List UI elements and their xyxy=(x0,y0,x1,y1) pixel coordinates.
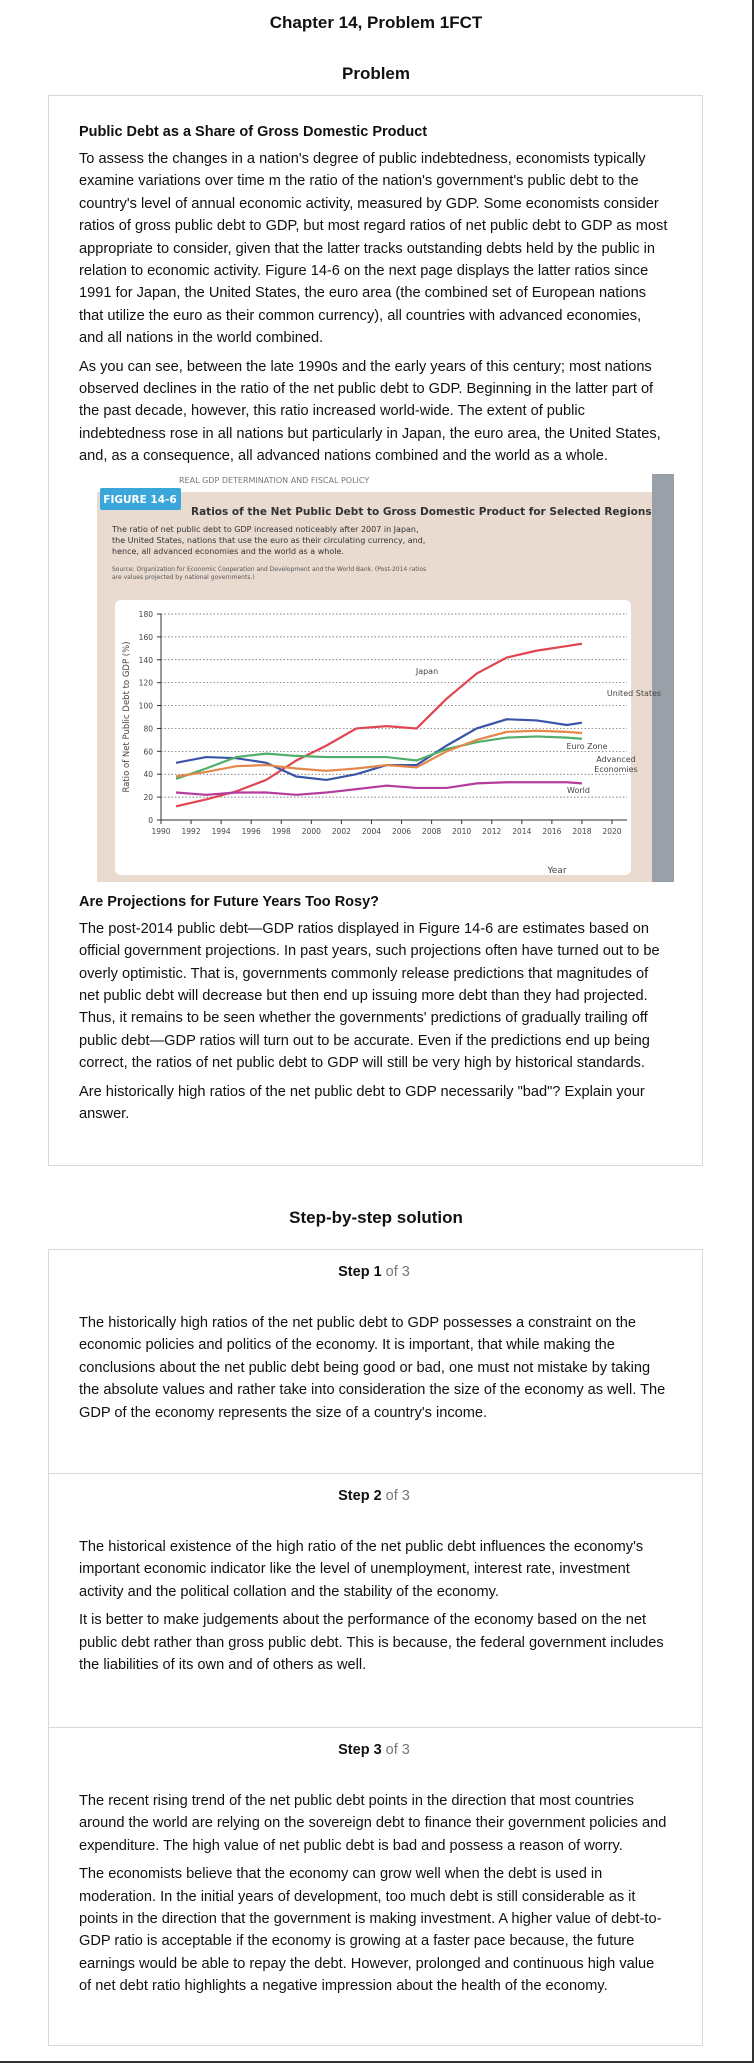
x-tick-label: 2020 xyxy=(602,827,621,836)
step-title: Step 2 of 3 xyxy=(79,1488,669,1504)
step: Step 1 of 3 The historically high ratios … xyxy=(49,1250,702,1474)
step-title: Step 1 of 3 xyxy=(79,1264,669,1280)
step-label: Step 3 xyxy=(338,1742,382,1758)
paragraph: As you can see, between the late 1990s a… xyxy=(79,358,661,465)
paragraph: The historically high ratios of the net … xyxy=(79,1315,666,1421)
paragraph: Are historically high ratios of the net … xyxy=(79,1083,645,1122)
step-count: of 3 xyxy=(385,1264,410,1280)
series-label: Japan xyxy=(415,667,438,676)
paragraph: It is better to make judgements about th… xyxy=(79,1612,664,1674)
x-tick-label: 2010 xyxy=(452,827,471,836)
problem-subtitle: Are Projections for Future Years Too Ros… xyxy=(79,893,380,910)
x-tick-label: 2018 xyxy=(572,827,591,836)
page-title: Chapter 14, Problem 1FCT xyxy=(269,13,483,32)
y-tick-label: 80 xyxy=(143,724,153,733)
page-gutter xyxy=(652,473,674,882)
series-label: Advanced Economies xyxy=(594,755,637,774)
x-tick-label: 2002 xyxy=(332,827,351,836)
paragraph: The historical existence of the high rat… xyxy=(79,1539,644,1600)
y-tick-label: 180 xyxy=(139,610,154,619)
x-axis-label: Year xyxy=(546,866,566,876)
x-tick-label: 2008 xyxy=(422,827,441,836)
paragraph: The post-2014 public debt—GDP ratios dis… xyxy=(79,920,660,1072)
series-label: World xyxy=(567,786,590,795)
x-tick-label: 2014 xyxy=(512,827,531,836)
x-tick-label: 2006 xyxy=(392,827,411,836)
figure: REAL GDP DETERMINATION AND FISCAL POLICY… xyxy=(97,473,674,882)
y-tick-label: 160 xyxy=(139,633,154,642)
figure-label: FIGURE 14-6 xyxy=(103,494,176,506)
chart: REAL GDP DETERMINATION AND FISCAL POLICY… xyxy=(97,473,674,882)
y-tick-label: 20 xyxy=(143,793,153,802)
y-tick-label: 140 xyxy=(139,655,154,664)
step: Step 3 of 3 The recent rising trend of th… xyxy=(49,1728,702,2045)
x-tick-label: 1994 xyxy=(212,827,231,836)
series-line xyxy=(175,729,583,778)
series-line xyxy=(175,735,583,780)
step-count: of 3 xyxy=(385,1488,410,1504)
step-title: Step 3 of 3 xyxy=(79,1742,669,1758)
problem-box: Public Debt as a Share of Gross Domestic… xyxy=(48,95,703,1166)
x-tick-label: 2016 xyxy=(542,827,561,836)
step-count: of 3 xyxy=(385,1742,410,1758)
series-line xyxy=(175,642,583,808)
figure-badge xyxy=(100,487,181,510)
x-tick-label: 1998 xyxy=(272,827,291,836)
plot-panel xyxy=(115,599,631,875)
x-tick-label: 1996 xyxy=(242,827,261,836)
y-tick-label: 60 xyxy=(143,747,153,756)
y-tick-label: 0 xyxy=(148,816,153,825)
chart-caption: The ratio of net public debt to GDP incr… xyxy=(112,524,426,556)
y-axis-label: Ratio of Net Public Debt to GDP (%) xyxy=(122,641,132,792)
step-label: Step 2 xyxy=(338,1488,382,1504)
x-tick-label: 2012 xyxy=(482,827,501,836)
page-strip xyxy=(97,473,674,492)
series-label: United States xyxy=(607,689,661,698)
chart-source: Source: Organization for Economic Cooper… xyxy=(112,565,427,581)
x-tick-label: 2000 xyxy=(302,827,321,836)
y-tick-label: 100 xyxy=(139,701,154,710)
x-tick-label: 1992 xyxy=(182,827,201,836)
series-line xyxy=(175,780,583,796)
paragraph: The recent rising trend of the net publi… xyxy=(79,1793,667,1854)
chart-title: Ratios of the Net Public Debt to Gross D… xyxy=(191,506,652,518)
problem-subtitle: Public Debt as a Share of Gross Domestic… xyxy=(79,124,428,140)
y-tick-label: 40 xyxy=(143,770,153,779)
paragraph: The economists believe that the economy … xyxy=(79,1866,662,1995)
steps-box: Step 1 of 3 The historically high ratios … xyxy=(48,1249,703,2046)
section-heading: Step-by-step solution xyxy=(289,1208,463,1227)
series-label: Euro Zone xyxy=(566,742,607,751)
x-tick-label: 2004 xyxy=(362,827,381,836)
x-tick-label: 1990 xyxy=(151,827,170,836)
step: Step 2 of 3 The historical existence of t… xyxy=(49,1474,702,1728)
y-tick-label: 120 xyxy=(139,678,154,687)
section-heading: Problem xyxy=(341,64,411,83)
paragraph: To assess the changes in a nation's degr… xyxy=(79,151,668,347)
source-box: Source: Organization for Economic Cooper… xyxy=(112,565,427,581)
step-label: Step 1 xyxy=(338,1264,382,1280)
caption-box: The ratio of net public debt to GDP incr… xyxy=(112,524,426,556)
page-header: REAL GDP DETERMINATION AND FISCAL POLICY xyxy=(179,476,369,485)
